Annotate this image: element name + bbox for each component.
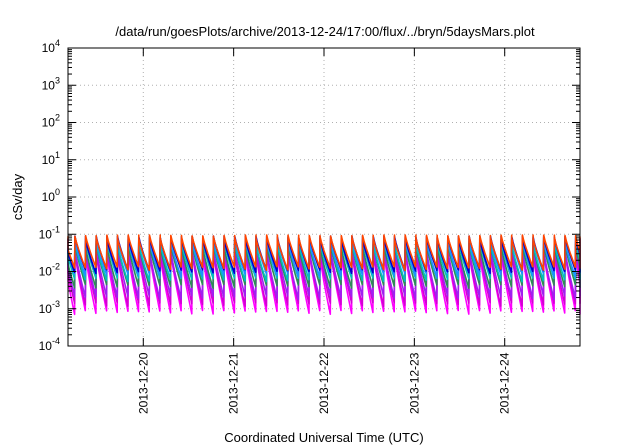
series-line [67, 242, 581, 289]
y-tick-label: 101 [42, 150, 60, 167]
chart-title: /data/run/goesPlots/archive/2013-12-24/1… [115, 24, 535, 39]
series-line [67, 234, 581, 272]
y-tick-label: 102 [42, 113, 60, 130]
series-layer [67, 234, 581, 316]
y-tick-label: 10-1 [39, 224, 60, 241]
y-tick-label: 10-4 [39, 336, 60, 353]
y-tick-label: 10-2 [39, 262, 60, 279]
y-axis: 10-4 10-3 10-2 10-1 100 101 102 103 104 [39, 38, 580, 353]
grid [68, 48, 580, 346]
y-axis-label: cSv/day [10, 173, 25, 220]
series-line [67, 246, 581, 301]
y-tick-label: 104 [42, 38, 60, 55]
y-tick-label: 103 [42, 75, 60, 92]
x-tick-label: 2013-12-20 [136, 352, 150, 414]
x-axis-label: Coordinated Universal Time (UTC) [224, 430, 423, 445]
x-axis: 2013-12-20 2013-12-21 2013-12-22 2013-12-23… [136, 48, 512, 414]
x-tick-label: 2013-12-21 [227, 352, 241, 414]
x-tick-label: 2013-12-23 [407, 352, 421, 414]
y-tick-label: 100 [42, 187, 60, 204]
x-tick-label: 2013-12-22 [317, 352, 331, 414]
x-tick-label: 2013-12-24 [498, 352, 512, 414]
y-tick-label: 10-3 [39, 299, 60, 316]
